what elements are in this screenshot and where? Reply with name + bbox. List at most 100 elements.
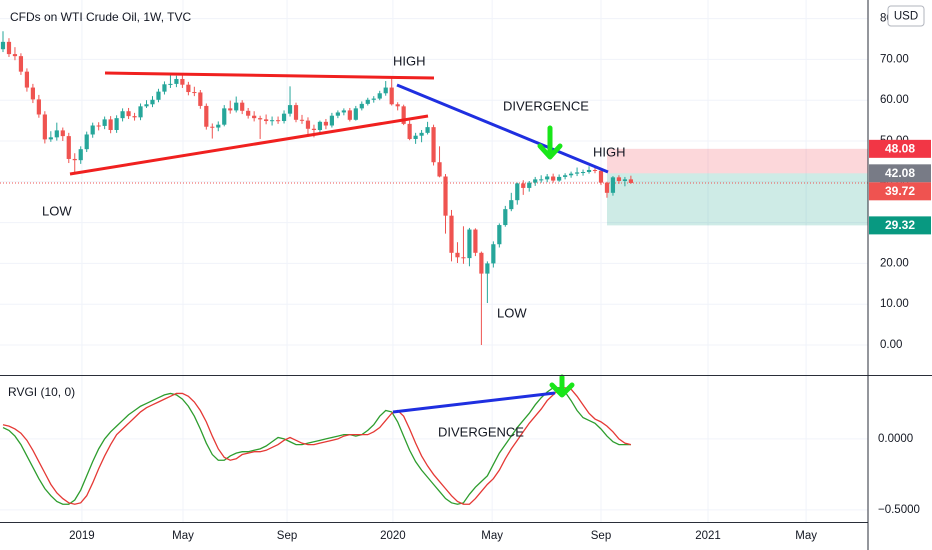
candle-body <box>455 252 460 258</box>
candle-body <box>305 120 311 129</box>
candle-body <box>60 130 65 137</box>
candle-body <box>359 103 364 109</box>
candle-body <box>180 78 185 85</box>
candle-body <box>419 132 424 136</box>
candle-body <box>557 176 562 181</box>
divergence-line <box>396 83 609 174</box>
candle-body <box>126 111 131 117</box>
candle-body <box>287 105 293 114</box>
candle-body <box>234 102 239 111</box>
annotations: HIGH DIVERGENCE HIGH LOW LOW DIVERGENCE <box>42 53 626 439</box>
candle-body <box>545 176 550 180</box>
candle-body <box>515 183 520 201</box>
candle-body <box>30 87 35 100</box>
candle-body <box>42 114 47 140</box>
annotation: LOW <box>42 203 72 218</box>
candle-body <box>521 183 526 188</box>
currency-box[interactable] <box>887 5 925 27</box>
y-tick-label: 10.00 <box>880 298 909 310</box>
candle-body <box>162 84 167 92</box>
price-tag-box <box>869 216 931 235</box>
candle-body <box>258 118 263 120</box>
candle-body <box>156 91 161 100</box>
candle-body <box>174 78 179 84</box>
candle-body <box>371 98 376 100</box>
candle-body <box>66 136 71 159</box>
candle-body <box>48 137 53 140</box>
stop-zone <box>607 148 868 174</box>
candle-body <box>586 169 592 173</box>
candle-body <box>138 106 143 118</box>
candle-body <box>204 105 209 127</box>
candle-body <box>509 200 514 210</box>
divergence-line <box>392 391 556 414</box>
annotation: DIVERGENCE <box>503 98 589 113</box>
candle-body <box>264 119 269 122</box>
candle-body <box>0 41 6 50</box>
x-tick-label: May <box>172 530 194 542</box>
candle-body <box>347 110 352 120</box>
price-tag: 42.08 <box>885 166 915 180</box>
candle-body <box>431 127 436 163</box>
candle-body <box>311 128 317 130</box>
candle-body <box>574 172 580 174</box>
candle-body <box>497 225 502 245</box>
candle-body <box>365 99 370 104</box>
y-tick-label: −0.5000 <box>878 504 920 516</box>
price-axis <box>868 0 932 550</box>
candle-body <box>114 118 119 130</box>
candle-body <box>144 104 149 107</box>
candle-body <box>401 106 406 124</box>
candle-body <box>168 83 173 85</box>
y-tick-label: 60.00 <box>880 94 909 106</box>
candle-body <box>539 179 544 181</box>
x-tick-label: May <box>481 530 503 542</box>
position-zone <box>0 148 868 226</box>
candle-body <box>252 115 257 119</box>
candle-body <box>84 134 89 150</box>
candle-body <box>275 120 281 122</box>
candle-body <box>12 54 18 57</box>
target-zone <box>607 173 868 226</box>
candle-body <box>461 257 466 259</box>
price-tag: 48.08 <box>885 142 915 156</box>
candle-body <box>150 99 155 105</box>
candle-body <box>132 116 137 118</box>
candle-body <box>610 177 616 193</box>
candle-body <box>323 121 329 126</box>
candle-body <box>622 179 628 181</box>
trend-line <box>69 114 429 176</box>
price-tag-box <box>869 164 931 183</box>
x-tick-label: Sep <box>277 530 297 542</box>
indicator-line <box>2 387 632 505</box>
grid <box>0 0 868 522</box>
candle-body <box>353 108 358 120</box>
candle-body <box>6 41 12 55</box>
y-tick-label: 0.00 <box>880 339 902 351</box>
indicator-line <box>2 387 631 505</box>
price-tag: 29.32 <box>885 218 915 232</box>
candle-body <box>108 119 113 130</box>
candle-body <box>269 120 275 122</box>
annotation: HIGH <box>593 144 626 159</box>
annotation: DIVERGENCE <box>438 424 524 439</box>
candle-body <box>216 124 221 128</box>
candle-body <box>443 176 448 216</box>
trend-line <box>104 71 435 80</box>
indicator-title: RVGI (10, 0) <box>8 385 75 399</box>
candle-body <box>36 99 41 115</box>
candle-body <box>485 263 490 274</box>
price-tag-box <box>869 139 931 158</box>
arrow <box>537 125 563 160</box>
candle-body <box>120 111 125 119</box>
arrow <box>549 374 575 398</box>
candle-body <box>90 125 95 135</box>
candle-body <box>317 121 323 130</box>
x-tick-label: 2021 <box>695 530 721 542</box>
candle-body <box>18 56 24 72</box>
candle-body <box>467 229 472 259</box>
marks <box>0 31 633 505</box>
y-tick-label: 70.00 <box>880 53 909 65</box>
